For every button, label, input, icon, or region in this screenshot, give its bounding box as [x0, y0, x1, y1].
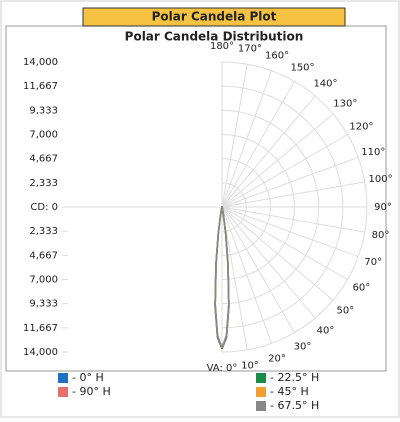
- r-tick-label: 2,333: [29, 226, 58, 237]
- angle-tick-label: 80°: [372, 230, 390, 241]
- legend-label: - 45° H: [270, 385, 309, 398]
- angle-tick-label: 50°: [336, 305, 354, 316]
- legend-swatch: [58, 373, 68, 383]
- grid-line: [221, 206, 359, 258]
- angle-tick-label: 90°: [374, 202, 392, 213]
- r-tick-label: 2,333: [29, 178, 58, 189]
- angle-tick-label: 40°: [317, 325, 335, 336]
- grid-line: [221, 206, 365, 233]
- angle-tick-label: 180°: [210, 41, 234, 52]
- angle-tick-label: VA: 0°: [207, 363, 238, 374]
- legend-label: - 90° H: [72, 385, 111, 398]
- r-tick-label: 9,333: [29, 299, 58, 310]
- grid-line: [221, 206, 334, 301]
- header-title: Polar Candela Plot: [152, 10, 277, 24]
- series-line: [214, 206, 223, 349]
- r-tick-label: 11,667: [23, 323, 58, 334]
- grid-line: [221, 70, 273, 208]
- angle-tick-label: 130°: [333, 99, 357, 110]
- plot-panel: [5, 25, 387, 372]
- legend-swatch: [256, 401, 266, 411]
- r-tick-label: 14,000: [23, 57, 58, 68]
- angle-tick-label: 150°: [290, 63, 314, 74]
- grid-line: [221, 206, 273, 344]
- header-bar: [82, 7, 346, 27]
- angle-tick-label: 110°: [361, 147, 385, 158]
- angle-tick-label: 60°: [353, 283, 371, 294]
- grid-line: [221, 95, 316, 208]
- legend-label: - 22.5° H: [270, 371, 319, 384]
- angle-tick-label: 20°: [268, 353, 286, 364]
- grid-line: [221, 64, 248, 208]
- grid-line: [221, 156, 359, 208]
- r-tick-label: CD: 0: [30, 202, 58, 213]
- legend-swatch: [256, 373, 266, 383]
- grid-line: [221, 206, 348, 280]
- legend-swatch: [58, 387, 68, 397]
- angle-tick-label: 70°: [364, 257, 382, 268]
- grid-line: [221, 113, 334, 208]
- angle-tick-label: 30°: [294, 341, 312, 352]
- legend-label: - 0° H: [72, 371, 104, 384]
- grid-line: [221, 181, 365, 208]
- grid-line: [221, 206, 295, 333]
- grid-line: [221, 134, 348, 208]
- r-tick-label: 4,667: [29, 154, 58, 165]
- r-tick-label: 9,333: [29, 105, 58, 116]
- chart-title: Polar Candela Distribution: [125, 30, 304, 44]
- angle-tick-label: 120°: [349, 122, 373, 133]
- r-tick-label: 11,667: [23, 81, 58, 92]
- legend-label: - 67.5° H: [270, 399, 319, 412]
- angle-tick-label: 170°: [238, 43, 262, 54]
- legend-swatch: [256, 387, 266, 397]
- r-tick-label: 7,000: [29, 130, 58, 141]
- angle-tick-label: 140°: [313, 79, 337, 90]
- r-tick-label: 14,000: [23, 347, 58, 358]
- grid-line: [221, 81, 295, 208]
- angle-tick-label: 160°: [265, 51, 289, 62]
- r-tick-label: 4,667: [29, 250, 58, 261]
- grid-line: [221, 206, 316, 319]
- r-tick-label: 7,000: [29, 275, 58, 286]
- angle-tick-label: 100°: [369, 174, 393, 185]
- angle-tick-label: 10°: [241, 361, 259, 372]
